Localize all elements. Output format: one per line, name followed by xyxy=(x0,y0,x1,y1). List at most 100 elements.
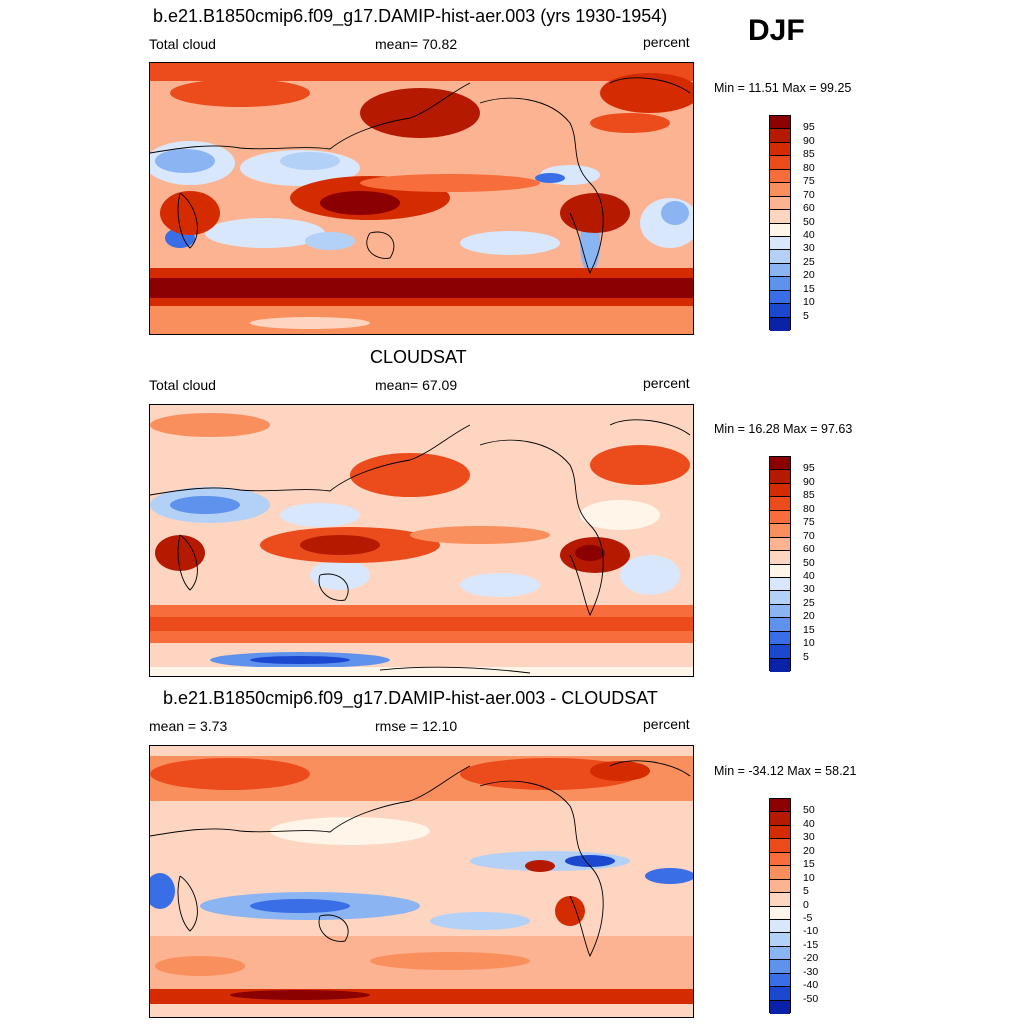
colorbar-swatch xyxy=(770,946,790,961)
colorbar-swatch xyxy=(770,906,790,920)
colorbar-swatch xyxy=(770,116,790,130)
colorbar-swatch xyxy=(770,933,790,947)
colorbar-swatch xyxy=(770,973,790,988)
colorbar-tick-label: 20 xyxy=(803,610,815,623)
colorbar-tick-label: 70 xyxy=(803,529,815,542)
colorbar-swatch xyxy=(770,290,790,305)
colorbar-swatch xyxy=(770,893,790,907)
panel-mean-label: mean= 70.82 xyxy=(375,36,458,52)
colorbar-swatch xyxy=(770,879,790,894)
colorbar-swatch xyxy=(770,551,790,565)
colorbar-swatch xyxy=(770,142,790,157)
panel-units-label: percent xyxy=(643,34,690,50)
colorbar-swatch xyxy=(770,510,790,525)
colorbar-swatch xyxy=(770,183,790,197)
colorbar-swatch xyxy=(770,263,790,278)
colorbar-swatch xyxy=(770,250,790,264)
colorbar-swatch xyxy=(770,577,790,592)
colorbar-tick-label: 95 xyxy=(803,121,815,134)
colorbar-swatch xyxy=(770,1000,790,1014)
colorbar-tick-label: 60 xyxy=(803,202,815,215)
panel-title: b.e21.B1850cmip6.f09_g17.DAMIP-hist-aer.… xyxy=(153,6,668,26)
panel-left-label: Total cloud xyxy=(149,36,216,52)
panel-left-label: mean = 3.73 xyxy=(149,718,228,734)
panel-title: b.e21.B1850cmip6.f09_g17.DAMIP-hist-aer.… xyxy=(163,688,658,708)
colorbar-tick-label: 25 xyxy=(803,596,815,609)
colorbar-tick-label: 50 xyxy=(803,215,815,228)
colorbar-tick-label: 30 xyxy=(803,831,815,844)
colorbar-tick-label: 5 xyxy=(803,650,809,663)
colorbar-tick-label: 75 xyxy=(803,175,815,188)
panel-units-label: percent xyxy=(643,375,690,391)
colorbar-swatch xyxy=(770,156,790,170)
colorbar-tick-label: 0 xyxy=(803,898,809,911)
colorbar-swatch xyxy=(770,658,790,672)
colorbar-swatch xyxy=(770,304,790,318)
colorbar-tick-label: 50 xyxy=(803,556,815,569)
colorbar-tick-label: 20 xyxy=(803,844,815,857)
colorbar-swatch xyxy=(770,839,790,853)
colorbar-tick-label: 90 xyxy=(803,475,815,488)
season-label: DJF xyxy=(748,14,805,47)
colorbar-tick-label: -5 xyxy=(803,911,813,924)
contour-map xyxy=(149,404,694,677)
colorbar-swatch xyxy=(770,497,790,511)
colorbar-tick-label: 10 xyxy=(803,637,815,650)
colorbar-tick-label: -30 xyxy=(803,965,819,978)
colorbar-swatch xyxy=(770,645,790,659)
colorbar-swatch xyxy=(770,866,790,880)
colorbar-swatch xyxy=(770,591,790,605)
colorbar-tick-label: -50 xyxy=(803,992,819,1005)
colorbar-swatch xyxy=(770,537,790,552)
colorbar-tick-label: 95 xyxy=(803,462,815,475)
colorbar-swatch xyxy=(770,618,790,632)
colorbar-swatch xyxy=(770,631,790,646)
colorbar-tick-label: -15 xyxy=(803,938,819,951)
colorbar-swatch xyxy=(770,236,790,251)
colorbar-tick-label: 5 xyxy=(803,885,809,898)
colorbar-swatch xyxy=(770,812,790,826)
contour-map xyxy=(149,62,694,335)
panel-title: CLOUDSAT xyxy=(370,347,467,367)
colorbar-tick-label: 10 xyxy=(803,871,815,884)
colorbar-swatch xyxy=(770,196,790,211)
colorbar-tick-label: 20 xyxy=(803,269,815,282)
colorbar-swatch xyxy=(770,277,790,291)
colorbar-tick-label: 30 xyxy=(803,583,815,596)
colorbar-swatch xyxy=(770,210,790,224)
colorbar-tick-label: 80 xyxy=(803,161,815,174)
colorbar-swatch xyxy=(770,483,790,498)
colorbar-swatch xyxy=(770,564,790,578)
colorbar-tick-label: 5 xyxy=(803,309,809,322)
panel-minmax: Min = 16.28 Max = 97.63 xyxy=(714,422,853,436)
colorbar-tick-label: 15 xyxy=(803,623,815,636)
colorbar-swatch xyxy=(770,223,790,237)
colorbar-swatch xyxy=(770,987,790,1001)
colorbar-tick-label: 80 xyxy=(803,502,815,515)
colorbar-tick-label: -10 xyxy=(803,925,819,938)
panel-left-label: Total cloud xyxy=(149,377,216,393)
colorbar-tick-label: 75 xyxy=(803,516,815,529)
colorbar-swatch xyxy=(770,317,790,331)
colorbar-swatch xyxy=(770,799,790,813)
colorbar xyxy=(769,798,791,1014)
panel-minmax: Min = 11.51 Max = 99.25 xyxy=(714,81,852,95)
colorbar-tick-label: -20 xyxy=(803,952,819,965)
colorbar-tick-label: 40 xyxy=(803,569,815,582)
panel-minmax: Min = -34.12 Max = 58.21 xyxy=(714,764,857,778)
colorbar-swatch xyxy=(770,825,790,840)
colorbar-tick-label: 90 xyxy=(803,134,815,147)
colorbar-tick-label: 85 xyxy=(803,148,815,161)
colorbar-tick-label: 50 xyxy=(803,804,815,817)
colorbar xyxy=(769,456,791,672)
colorbar-swatch xyxy=(770,524,790,538)
colorbar-swatch xyxy=(770,852,790,867)
contour-map xyxy=(149,745,694,1018)
colorbar xyxy=(769,115,791,331)
colorbar-swatch xyxy=(770,169,790,184)
colorbar-tick-label: 30 xyxy=(803,242,815,255)
colorbar-tick-label: 40 xyxy=(803,228,815,241)
colorbar-swatch xyxy=(770,960,790,974)
coastlines xyxy=(150,419,691,674)
colorbar-swatch xyxy=(770,919,790,934)
